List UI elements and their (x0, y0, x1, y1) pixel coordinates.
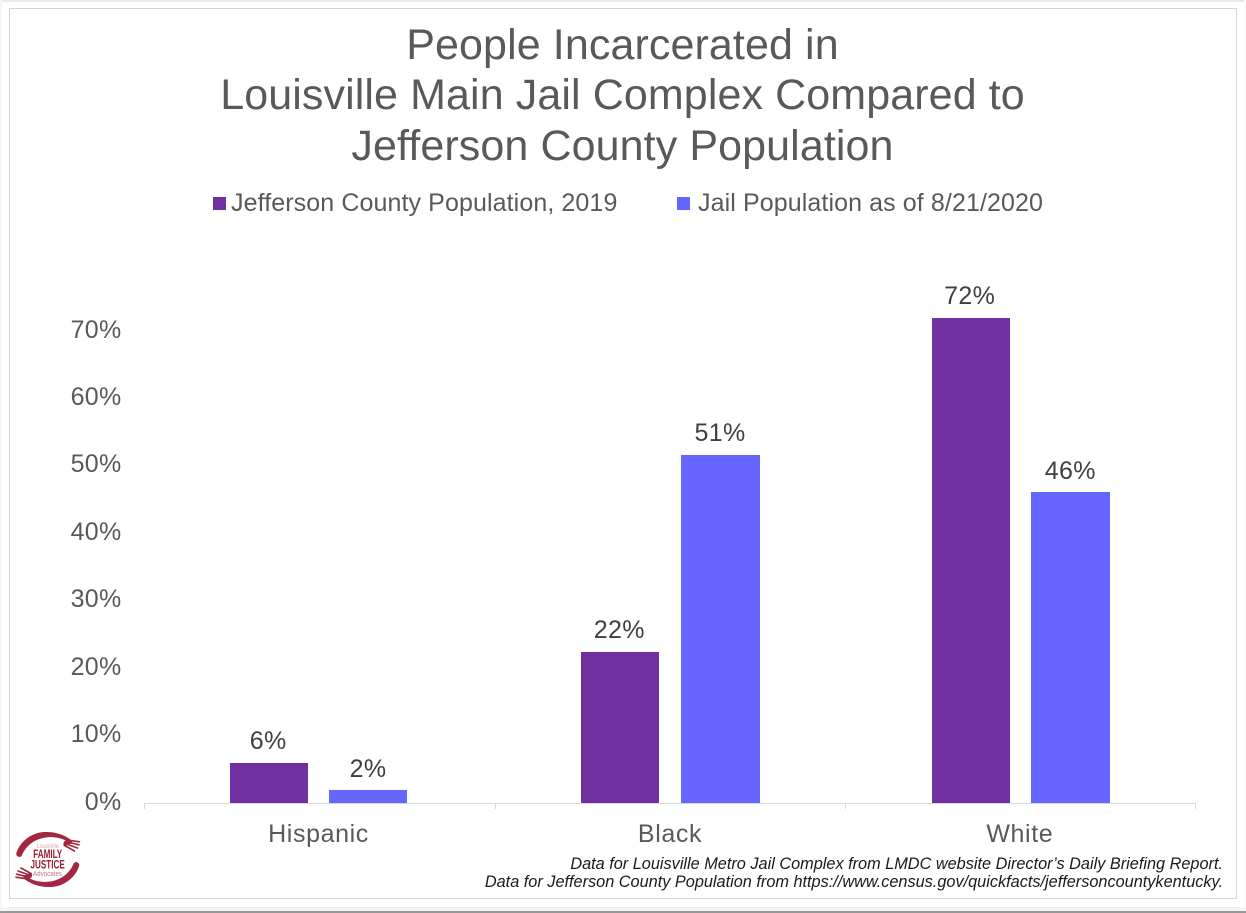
svg-text:JUSTICE: JUSTICE (30, 859, 65, 872)
svg-text:Advocates: Advocates (33, 870, 63, 878)
svg-text:Louisville: Louisville (37, 844, 60, 851)
svg-text:FAMILY: FAMILY (33, 849, 62, 862)
